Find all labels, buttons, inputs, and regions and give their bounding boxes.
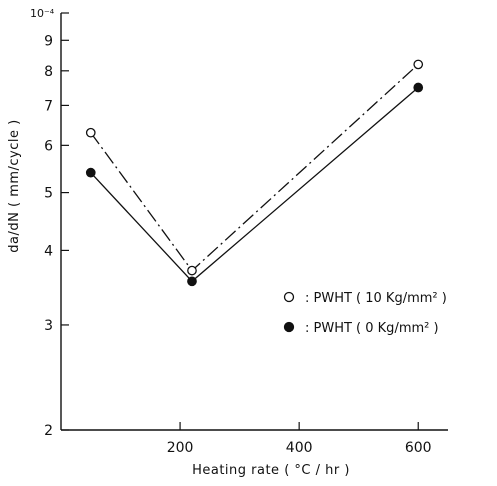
- legend-label-2: : PWHT ( 0 Kg/mm² ): [305, 321, 439, 336]
- x-tick-label-600: 600: [405, 440, 432, 456]
- legend-label-1: : PWHT ( 10 Kg/mm² ): [305, 291, 447, 306]
- series-2-point-2: [187, 276, 197, 287]
- y-tick-label-2: 2: [44, 423, 53, 439]
- y-tick-label-7: 7: [44, 98, 53, 114]
- series: [85, 59, 424, 287]
- series-2-line: [90, 87, 419, 283]
- series-1-point-3: [413, 59, 424, 70]
- legend: : PWHT ( 10 Kg/mm² ) : PWHT ( 0 Kg/mm² ): [283, 291, 447, 336]
- series-1-point-2: [187, 265, 197, 276]
- series-1-point-1: [85, 127, 96, 138]
- series-2-point-3: [413, 82, 424, 93]
- y-tick-label-8: 8: [44, 64, 53, 80]
- x-tick-label-200: 200: [167, 440, 194, 456]
- legend-marker-2: [283, 321, 295, 333]
- ticks: 2 3 4 5 6 7 8 9 200 400 600: [44, 33, 432, 456]
- y-top-label: 10⁻⁴: [30, 7, 55, 20]
- y-tick-label-6: 6: [44, 138, 53, 154]
- y-tick-label-5: 5: [44, 186, 53, 202]
- series-1-line: [90, 63, 419, 272]
- y-tick-label-3: 3: [44, 318, 53, 334]
- y-tick-label-4: 4: [44, 243, 53, 259]
- y-tick-label-9: 9: [44, 33, 53, 49]
- axes: [60, 12, 448, 431]
- legend-marker-1: [283, 291, 295, 303]
- series-2-point-1: [85, 167, 96, 178]
- x-axis-title: Heating rate ( °C / hr ): [192, 463, 350, 478]
- y-axis-title: da/dN ( mm/cycle ): [7, 119, 22, 252]
- x-tick-label-400: 400: [286, 440, 313, 456]
